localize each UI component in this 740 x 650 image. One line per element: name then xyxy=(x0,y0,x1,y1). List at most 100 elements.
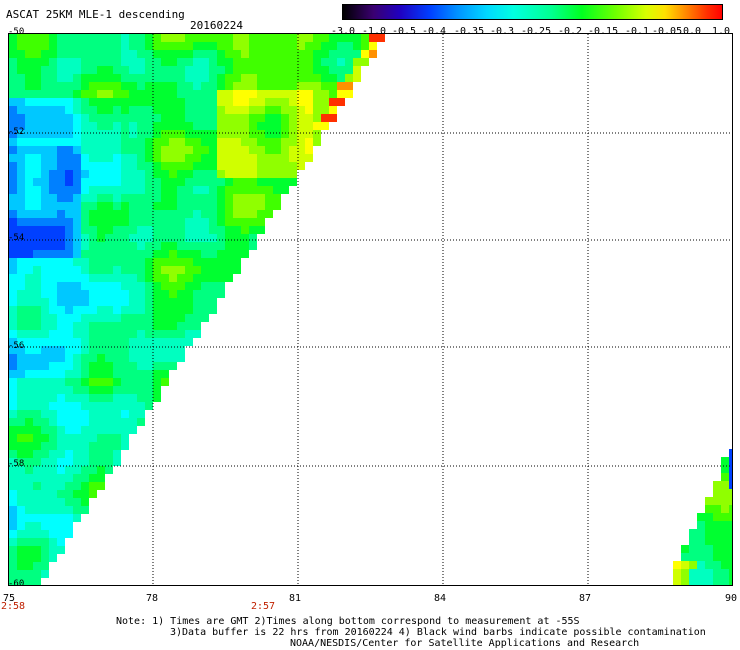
swath-cell xyxy=(17,578,25,585)
swath-cell xyxy=(57,122,65,130)
swath-cell xyxy=(97,474,105,482)
swath-cell xyxy=(25,42,33,50)
swath-cell xyxy=(137,98,145,106)
swath-cell xyxy=(9,442,17,450)
swath-cell xyxy=(281,170,289,178)
swath-cell xyxy=(41,290,49,298)
swath-cell xyxy=(57,298,65,306)
swath-cell xyxy=(177,314,185,322)
swath-cell xyxy=(289,114,297,122)
swath-cell xyxy=(185,194,193,202)
swath-cell xyxy=(233,186,241,194)
swath-cell xyxy=(257,122,265,130)
swath-cell xyxy=(161,314,169,322)
swath-cell xyxy=(721,497,729,505)
swath-cell xyxy=(169,330,177,338)
swath-cell xyxy=(265,130,273,138)
swath-cell xyxy=(273,186,281,194)
swath-cell xyxy=(153,282,161,290)
swath-cell xyxy=(113,434,121,442)
swath-cell xyxy=(249,162,257,170)
swath-cell xyxy=(337,90,345,98)
swath-cell xyxy=(65,394,73,402)
swath-cell xyxy=(241,154,249,162)
swath-cell xyxy=(17,58,25,66)
swath-cell xyxy=(73,98,81,106)
swath-cell xyxy=(33,490,41,498)
swath-cell xyxy=(137,218,145,226)
swath-cell xyxy=(233,258,241,266)
swath-cell xyxy=(97,154,105,162)
swath-cell xyxy=(241,186,249,194)
swath-cell xyxy=(185,298,193,306)
swath-cell xyxy=(57,138,65,146)
swath-cell xyxy=(193,146,201,154)
swath-cell xyxy=(153,186,161,194)
swath-cell xyxy=(121,50,129,58)
swath-cell xyxy=(57,162,65,170)
swath-cell xyxy=(217,154,225,162)
swath-cell xyxy=(177,90,185,98)
swath-cell xyxy=(9,242,17,250)
swath-cell xyxy=(33,226,41,234)
swath-cell xyxy=(89,458,97,466)
swath-cell xyxy=(169,130,177,138)
swath-cell xyxy=(241,82,249,90)
swath-cell xyxy=(17,474,25,482)
swath-cell xyxy=(41,570,49,578)
swath-cell xyxy=(65,170,73,178)
swath-cell xyxy=(209,298,217,306)
swath-cell xyxy=(81,274,89,282)
swath-cell xyxy=(225,202,233,210)
swath-cell xyxy=(97,178,105,186)
swath-cell xyxy=(49,546,57,554)
swath-cell xyxy=(185,330,193,338)
swath-cell xyxy=(177,58,185,66)
swath-cell xyxy=(265,170,273,178)
swath-cell xyxy=(17,170,25,178)
swath-cell xyxy=(129,138,137,146)
swath-cell xyxy=(105,378,113,386)
swath-cell xyxy=(121,282,129,290)
swath-cell xyxy=(345,42,353,50)
swath-cell xyxy=(161,90,169,98)
y-tick-label: -54 xyxy=(8,233,25,243)
swath-cell xyxy=(177,306,185,314)
swath-cell xyxy=(161,290,169,298)
swath-cell xyxy=(281,98,289,106)
swath-cell xyxy=(177,162,185,170)
swath-cell xyxy=(249,50,257,58)
swath-cell xyxy=(41,330,49,338)
swath-cell xyxy=(89,82,97,90)
swath-cell xyxy=(273,170,281,178)
swath-cell xyxy=(241,250,249,258)
swath-cell xyxy=(49,394,57,402)
swath-cell xyxy=(65,474,73,482)
swath-cell xyxy=(25,242,33,250)
swath-cell xyxy=(105,114,113,122)
swath-cell xyxy=(353,34,361,42)
swath-cell xyxy=(169,114,177,122)
swath-cell xyxy=(81,362,89,370)
swath-cell xyxy=(57,450,65,458)
swath-cell xyxy=(33,58,41,66)
swath-cell xyxy=(9,290,17,298)
swath-cell xyxy=(249,42,257,50)
swath-cell xyxy=(9,42,17,50)
swath-cell xyxy=(225,98,233,106)
swath-cell xyxy=(129,186,137,194)
swath-cell xyxy=(145,42,153,50)
swath-cell xyxy=(153,154,161,162)
swath-cell xyxy=(25,186,33,194)
swath-cell xyxy=(73,34,81,42)
swath-cell xyxy=(73,66,81,74)
swath-cell xyxy=(73,146,81,154)
swath-cell xyxy=(161,322,169,330)
swath-cell xyxy=(17,514,25,522)
swath-cell xyxy=(193,130,201,138)
swath-cell xyxy=(89,218,97,226)
swath-cell xyxy=(113,42,121,50)
swath-cell xyxy=(129,362,137,370)
swath-cell xyxy=(193,226,201,234)
swath-cell xyxy=(201,50,209,58)
